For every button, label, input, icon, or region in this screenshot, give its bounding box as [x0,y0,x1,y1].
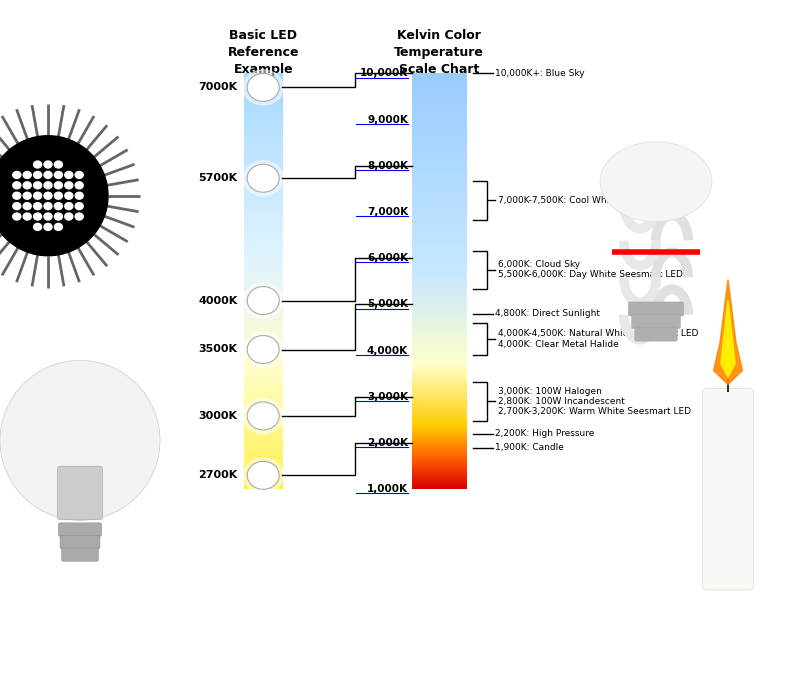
FancyBboxPatch shape [632,315,680,329]
Ellipse shape [0,136,108,256]
Circle shape [34,161,42,168]
Text: 10,000K+: Blue Sky: 10,000K+: Blue Sky [495,69,585,78]
Circle shape [243,458,283,493]
Text: 3000K: 3000K [198,411,238,421]
Circle shape [23,171,31,178]
Circle shape [54,182,62,189]
Circle shape [44,224,52,231]
Circle shape [13,213,21,220]
Circle shape [44,182,52,189]
Text: Basic LED
Reference
Example: Basic LED Reference Example [227,29,299,76]
Circle shape [75,182,83,189]
Circle shape [44,161,52,168]
Text: 10,000K: 10,000K [360,69,408,78]
Circle shape [34,213,42,220]
Text: 5700K: 5700K [198,173,238,183]
Circle shape [13,192,21,199]
Circle shape [243,398,283,433]
Circle shape [54,213,62,220]
Ellipse shape [600,142,712,222]
FancyBboxPatch shape [702,389,754,590]
Text: 4,000K: 4,000K [367,346,408,356]
Text: 4,000K-4,500K: Natural White Seesmart LED
4,000K: Clear Metal Halide: 4,000K-4,500K: Natural White Seesmart LE… [498,329,698,349]
Circle shape [243,161,283,196]
FancyBboxPatch shape [635,327,677,341]
Circle shape [44,213,52,220]
Text: 3,000K: 3,000K [367,392,408,402]
Circle shape [44,171,52,178]
Text: 3,000K: 100W Halogen
2,800K: 100W Incandescent
2,700K-3,200K: Warm White Seesmar: 3,000K: 100W Halogen 2,800K: 100W Incand… [498,387,691,417]
Circle shape [44,192,52,199]
FancyBboxPatch shape [58,523,102,536]
Circle shape [34,203,42,210]
Circle shape [54,203,62,210]
Circle shape [13,203,21,210]
Circle shape [54,224,62,231]
Circle shape [75,213,83,220]
Circle shape [65,203,73,210]
Circle shape [65,171,73,178]
Circle shape [44,203,52,210]
Circle shape [34,171,42,178]
Circle shape [54,171,62,178]
FancyBboxPatch shape [60,535,100,549]
Text: 4000K: 4000K [198,296,238,305]
FancyBboxPatch shape [629,302,683,316]
Polygon shape [721,301,735,377]
Text: 5,000K: 5,000K [367,299,408,310]
Circle shape [65,192,73,199]
Text: 3500K: 3500K [198,345,238,354]
Circle shape [75,171,83,178]
Circle shape [13,182,21,189]
Circle shape [247,287,279,315]
Text: 9,000K: 9,000K [367,115,408,124]
Circle shape [23,182,31,189]
Circle shape [247,461,279,489]
Circle shape [247,164,279,192]
Text: 1,900K: Candle: 1,900K: Candle [495,443,564,452]
Circle shape [34,192,42,199]
Circle shape [247,73,279,101]
FancyBboxPatch shape [62,548,98,561]
Circle shape [247,336,279,363]
Circle shape [75,203,83,210]
Text: Kelvin Color
Temperature
Scale Chart: Kelvin Color Temperature Scale Chart [394,29,484,76]
Circle shape [247,402,279,430]
Circle shape [54,161,62,168]
Circle shape [23,192,31,199]
FancyBboxPatch shape [58,466,102,519]
Text: 2,000K: 2,000K [367,438,408,448]
Text: 7000K: 7000K [198,82,238,92]
Circle shape [13,171,21,178]
Text: 8,000K: 8,000K [367,161,408,171]
Text: 2,200K: High Pressure: 2,200K: High Pressure [495,429,594,438]
Text: 4,800K: Direct Sunlight: 4,800K: Direct Sunlight [495,309,600,318]
Polygon shape [714,280,742,384]
Text: 2700K: 2700K [198,470,238,480]
Circle shape [23,213,31,220]
Circle shape [54,192,62,199]
Circle shape [34,224,42,231]
Text: 6,000K: Cloud Sky
5,500K-6,000K: Day White Seesmart LED: 6,000K: Cloud Sky 5,500K-6,000K: Day Whi… [498,260,683,280]
Circle shape [243,70,283,105]
Circle shape [34,182,42,189]
Circle shape [23,203,31,210]
Circle shape [243,283,283,318]
Text: 6,000K: 6,000K [367,253,408,264]
Text: 7,000K-7,500K: Cool White Seesmart LED: 7,000K-7,500K: Cool White Seesmart LED [498,196,686,205]
Circle shape [75,192,83,199]
Text: 7,000K: 7,000K [367,207,408,217]
Circle shape [65,213,73,220]
Circle shape [65,182,73,189]
Ellipse shape [0,361,160,520]
Text: 1,000K: 1,000K [367,484,408,494]
Circle shape [243,332,283,367]
